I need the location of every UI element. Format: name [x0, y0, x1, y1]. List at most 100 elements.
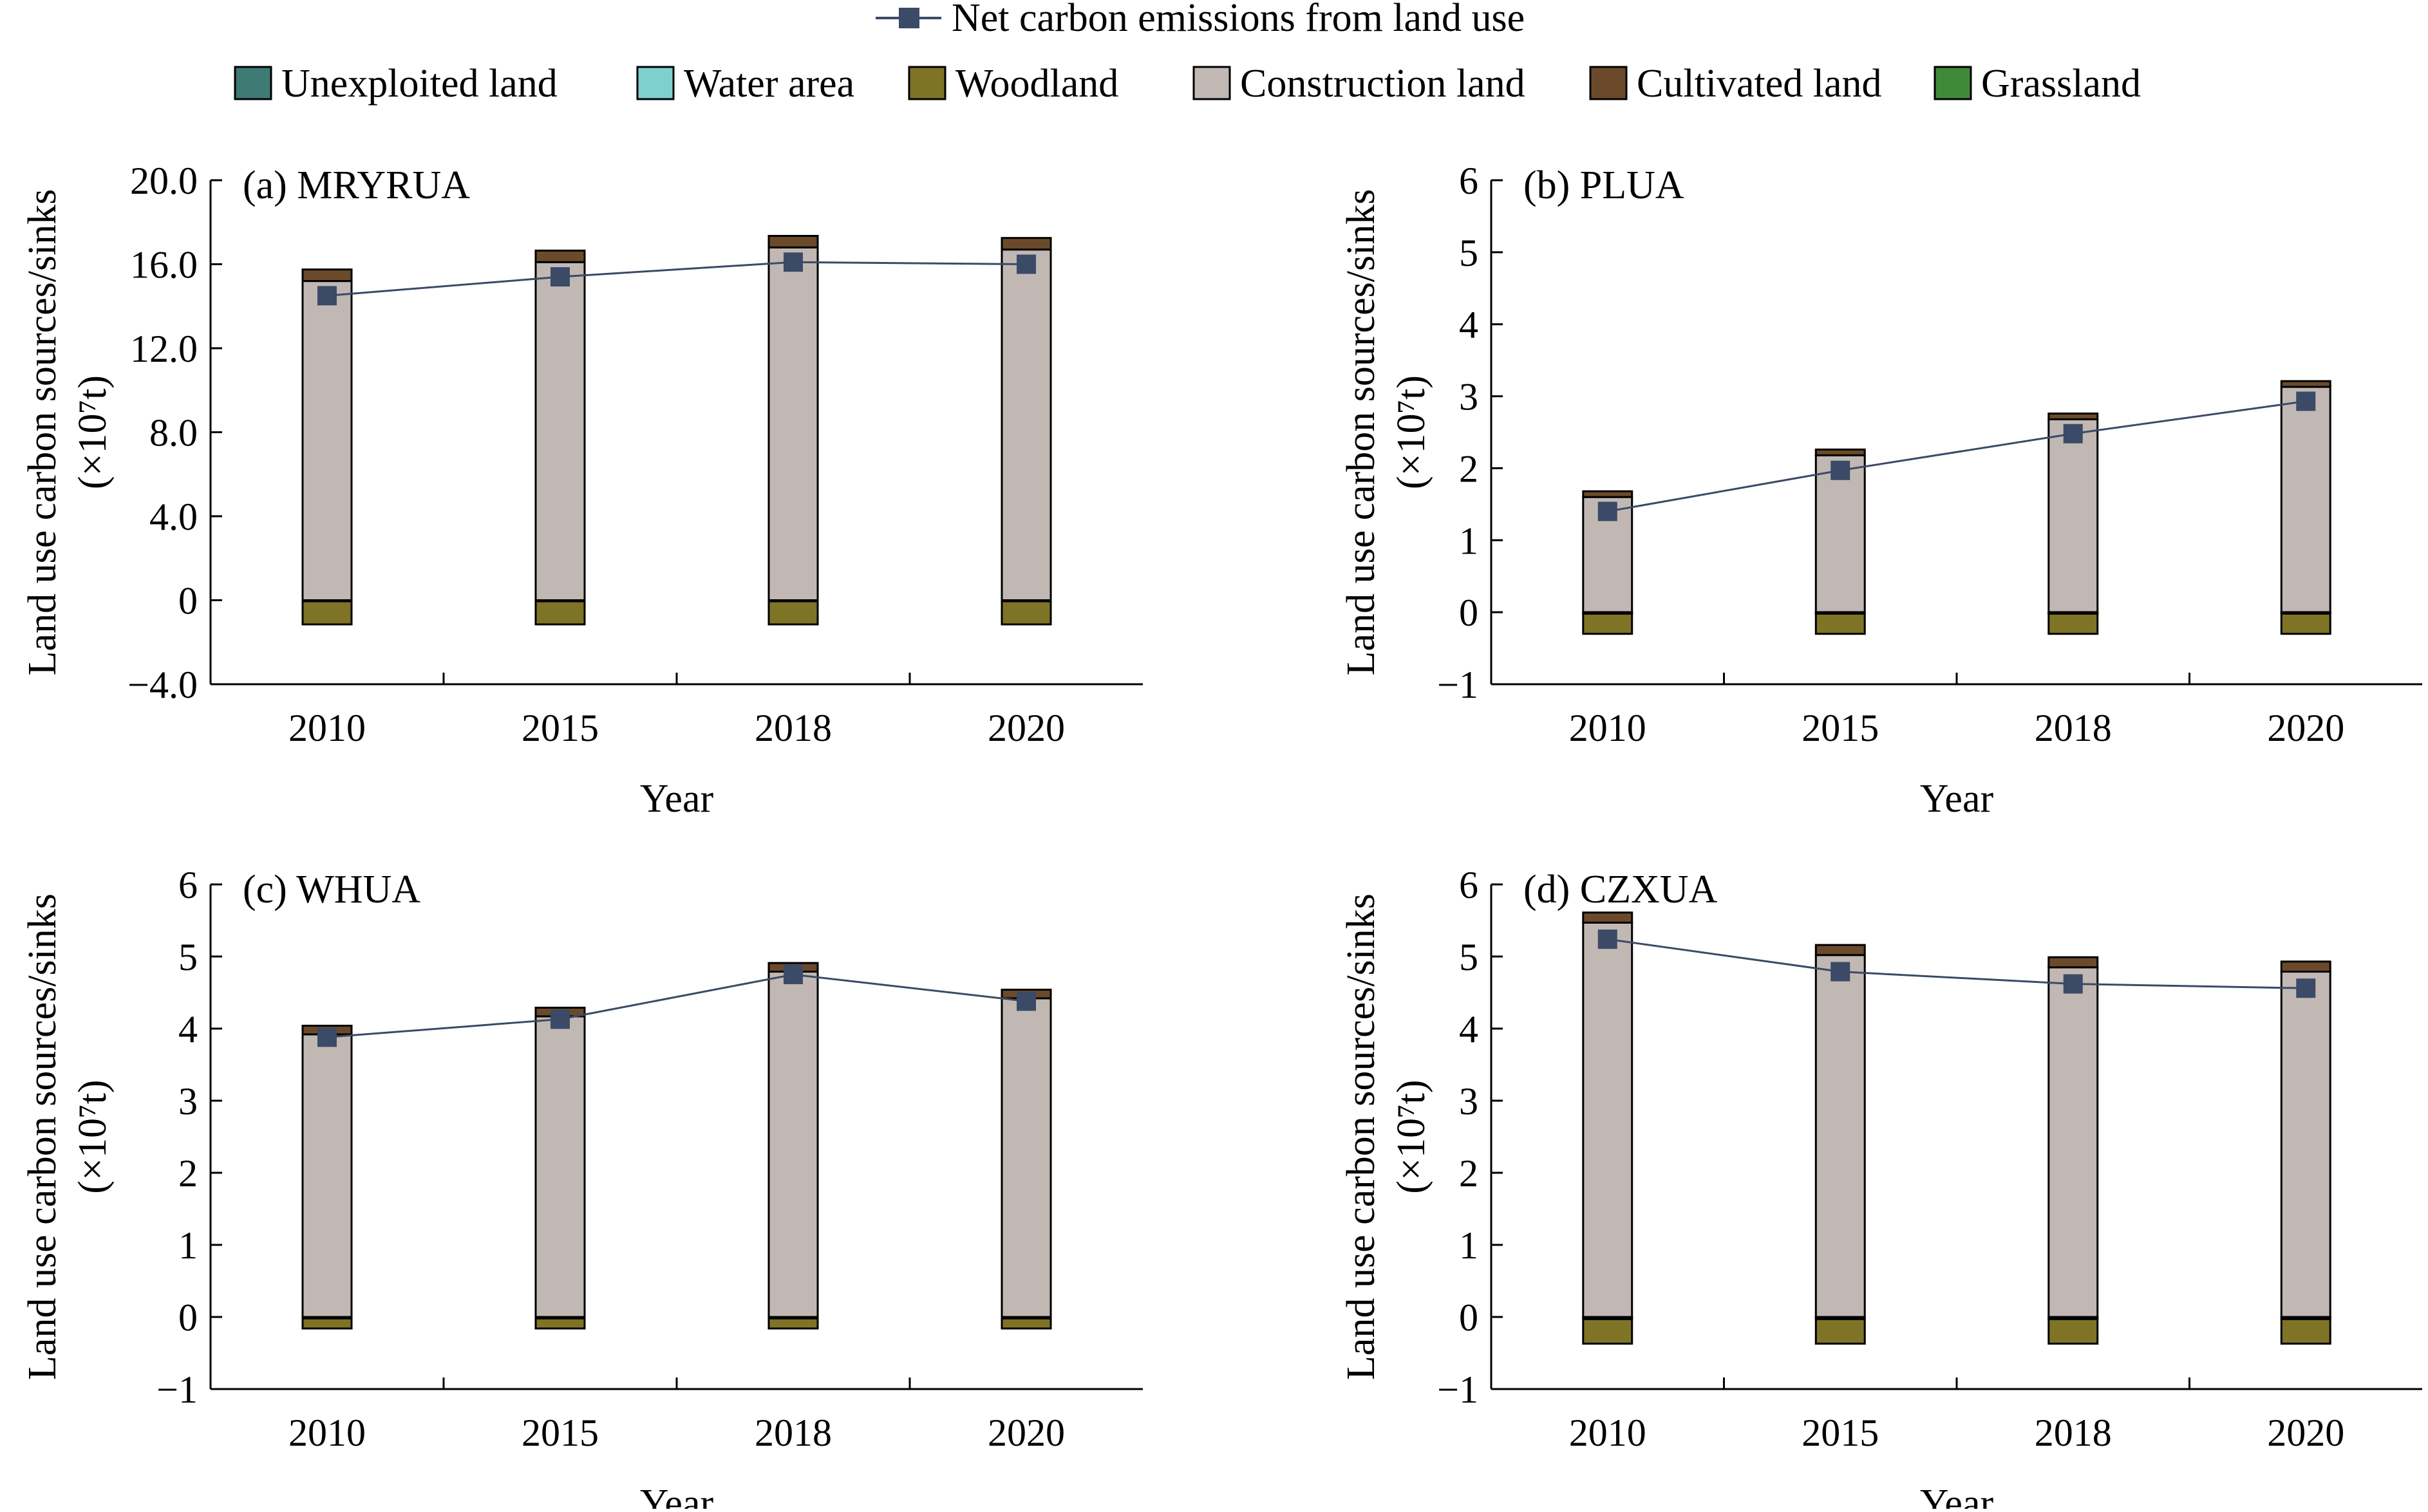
bar-construction-land	[534, 1015, 586, 1318]
legend-item-unexploited-land: Unexploited land	[234, 62, 558, 106]
y-axis-unit: (×10⁷t)	[71, 375, 115, 489]
net-emissions-point	[1830, 962, 1850, 982]
y-tick-label: −1	[1437, 1368, 1478, 1411]
x-tick-label: 2018	[755, 707, 832, 749]
bar-cultivated-land	[1001, 237, 1052, 251]
bar-cultivated-land	[1582, 490, 1633, 498]
bar-cultivated-land	[1814, 944, 1866, 957]
legend-swatch-grassland	[1934, 66, 1972, 100]
legend-item-construction-land: Construction land	[1192, 62, 1525, 106]
legend-swatch-cultivated-land	[1589, 66, 1628, 100]
y-axis-unit: (×10⁷t)	[71, 1079, 115, 1193]
chart-panel-2: 6 5 4 3 2 1 0 −1 2010 2015 2018 2020 (b) PLUA Year Lan…	[1339, 160, 2422, 821]
legend-label-cultivated-land: Cultivated land	[1637, 62, 1882, 106]
bar-woodland	[534, 1317, 586, 1330]
x-tick-label: 2015	[522, 1412, 599, 1454]
bar-construction-land	[2047, 966, 2099, 1318]
y-axis-title: Land use carbon sources/sinks	[21, 893, 64, 1380]
bar-construction-land	[767, 246, 819, 601]
net-emissions-point	[551, 1009, 570, 1029]
legend-label-grassland: Grassland	[1981, 62, 2141, 106]
bar-woodland	[1001, 600, 1052, 626]
x-tick-label: 2018	[755, 1412, 832, 1454]
legend-item-water-area: Water area	[636, 62, 854, 106]
legend-swatch-water-area	[636, 66, 675, 100]
legend-item-woodland: Woodland	[908, 62, 1118, 106]
bar-construction-land	[2280, 971, 2331, 1318]
y-tick-label: 4	[1459, 1008, 1478, 1050]
net-emissions-line	[1607, 938, 2306, 989]
bar-construction-land	[767, 971, 819, 1318]
bar-cultivated-land	[1814, 448, 1866, 456]
y-tick-label: 0	[178, 580, 198, 622]
x-tick-label: 2020	[988, 707, 1065, 749]
bar-cultivated-land	[2047, 412, 2099, 420]
x-tick-label: 2018	[2035, 1412, 2112, 1454]
panel-title: (d) CZXUA	[1523, 868, 1718, 911]
net-emissions-point	[317, 1027, 337, 1047]
bar-woodland	[1582, 612, 1633, 635]
y-tick-label: 6	[178, 864, 198, 906]
x-tick-label: 2010	[288, 707, 366, 749]
net-emissions-point	[784, 965, 803, 984]
legend-label-unexploited-land: Unexploited land	[281, 62, 558, 106]
bar-construction-land	[534, 261, 586, 601]
bar-woodland	[767, 1317, 819, 1330]
bar-construction-land	[1814, 954, 1866, 1318]
chart-panel-3: 6 5 4 3 2 1 0 −1 2010 2015 2018 2020 (c) WHUA Year Lan…	[21, 864, 1143, 1512]
y-axis-title: Land use carbon sources/sinks	[1339, 893, 1383, 1380]
y-tick-label: 4.0	[149, 496, 198, 538]
y-tick-label: 1	[1459, 519, 1478, 562]
legend-line-entry: Net carbon emissions from land use	[876, 0, 1525, 40]
y-tick-label: 4	[178, 1008, 198, 1050]
y-tick-label: 1	[178, 1224, 198, 1267]
bar-woodland	[301, 600, 353, 626]
x-tick-label: 2015	[1802, 707, 1879, 749]
legend: Net carbon emissions from land use Unexp…	[234, 0, 2141, 106]
net-emissions-point	[1017, 254, 1036, 274]
y-tick-label: 5	[1459, 936, 1478, 978]
legend-label-construction-land: Construction land	[1240, 62, 1525, 106]
y-tick-label: 6	[1459, 864, 1478, 906]
bar-woodland	[2280, 612, 2331, 635]
y-tick-label: −1	[1437, 664, 1478, 706]
legend-item-cultivated-land: Cultivated land	[1589, 62, 1882, 106]
y-tick-label: 12.0	[130, 328, 198, 370]
net-emissions-point	[2296, 391, 2316, 411]
net-emissions-line	[326, 261, 1027, 297]
bar-construction-land	[301, 280, 353, 601]
bar-construction-land	[1814, 454, 1866, 613]
legend-swatch-construction-land	[1192, 66, 1231, 100]
y-tick-label: 0	[178, 1296, 198, 1339]
y-tick-label: 8.0	[149, 412, 198, 454]
net-emissions-point	[317, 286, 337, 306]
y-tick-label: 2	[178, 1152, 198, 1195]
x-tick-label: 2010	[1569, 707, 1646, 749]
y-tick-label: 6	[1459, 160, 1478, 202]
bar-cultivated-land	[301, 268, 353, 283]
y-tick-label: 2	[1459, 1152, 1478, 1195]
bar-cultivated-land	[534, 249, 586, 263]
net-emissions-point	[1597, 501, 1617, 521]
chart-panel-4: 6 5 4 3 2 1 0 −1 2010 2015 2018 2020 (d) CZXUA Year La…	[1339, 864, 2422, 1512]
y-tick-label: 0	[1459, 592, 1478, 634]
bar-construction-land	[1001, 997, 1052, 1318]
bar-cultivated-land	[2047, 956, 2099, 969]
y-tick-label: 3	[1459, 376, 1478, 418]
net-emissions-point	[2063, 424, 2083, 443]
net-emissions-point	[2063, 974, 2083, 994]
panel-title: (b) PLUA	[1523, 163, 1684, 207]
bar-woodland	[1814, 612, 1866, 635]
bar-woodland	[301, 1317, 353, 1330]
x-tick-label: 2020	[2267, 707, 2344, 749]
y-tick-label: 20.0	[130, 160, 198, 202]
net-emissions-point	[784, 252, 803, 272]
y-tick-label: 1	[1459, 1224, 1478, 1267]
bar-construction-land	[2280, 386, 2331, 613]
x-axis-title: Year	[640, 777, 714, 821]
y-tick-label: 4	[1459, 304, 1478, 346]
y-tick-label: 3	[1459, 1080, 1478, 1123]
panel-title: (c) WHUA	[243, 868, 420, 911]
y-axis-unit: (×10⁷t)	[1389, 375, 1433, 489]
